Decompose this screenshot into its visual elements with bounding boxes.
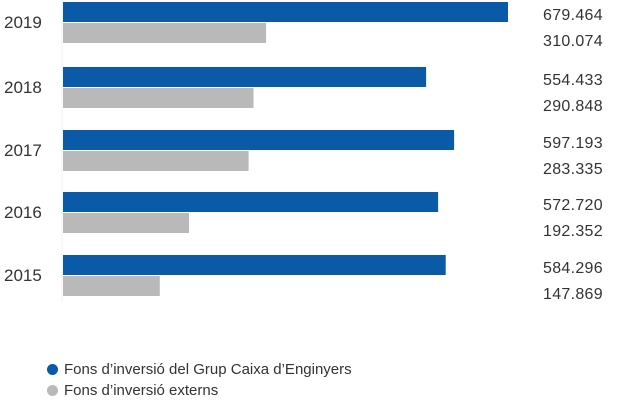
bars-group: 2019 679.464 310.074 2018 554.433 290.848 2017… bbox=[4, 2, 603, 303]
bar-2019-series-1 bbox=[63, 23, 267, 43]
y-tick-label-2018: 2018 bbox=[4, 78, 42, 97]
legend-item-series-1: Fons d’inversió externs bbox=[47, 380, 352, 401]
legend: Fons d’inversió del Grup Caixa d’Enginye… bbox=[47, 359, 352, 401]
bar-2017-series-0 bbox=[63, 130, 455, 150]
legend-item-series-0: Fons d’inversió del Grup Caixa d’Enginye… bbox=[47, 359, 352, 380]
y-tick-label-2016: 2016 bbox=[4, 203, 42, 222]
data-label-2019-series-1: 310.074 bbox=[543, 33, 603, 50]
bar-2015-series-1 bbox=[63, 276, 160, 296]
bar-2015-series-0 bbox=[63, 255, 446, 275]
data-label-2016-series-1: 192.352 bbox=[543, 223, 603, 240]
data-label-2018-series-1: 290.848 bbox=[543, 98, 603, 115]
bar-2018-series-0 bbox=[63, 67, 427, 87]
bar-2017-series-1 bbox=[63, 151, 249, 171]
data-label-2016-series-0: 572.720 bbox=[543, 197, 603, 214]
bar-2016-series-1 bbox=[63, 213, 189, 233]
bar-2019-series-0 bbox=[63, 2, 508, 22]
y-tick-label-2017: 2017 bbox=[4, 141, 42, 160]
legend-label-series-1: Fons d’inversió externs bbox=[64, 382, 219, 399]
data-label-2019-series-0: 679.464 bbox=[543, 7, 603, 24]
data-label-2017-series-1: 283.335 bbox=[543, 161, 603, 178]
legend-marker-series-1 bbox=[47, 385, 58, 396]
data-label-2015-series-1: 147.869 bbox=[543, 286, 603, 303]
data-label-2015-series-0: 584.296 bbox=[543, 260, 603, 277]
legend-marker-series-0 bbox=[47, 364, 58, 375]
y-tick-label-2015: 2015 bbox=[4, 266, 42, 285]
data-label-2018-series-0: 554.433 bbox=[543, 72, 603, 89]
data-label-2017-series-0: 597.193 bbox=[543, 135, 603, 152]
y-tick-label-2019: 2019 bbox=[4, 13, 42, 32]
bar-2018-series-1 bbox=[63, 88, 254, 108]
legend-label-series-0: Fons d’inversió del Grup Caixa d’Enginye… bbox=[64, 361, 352, 378]
bar-2016-series-0 bbox=[63, 192, 439, 212]
